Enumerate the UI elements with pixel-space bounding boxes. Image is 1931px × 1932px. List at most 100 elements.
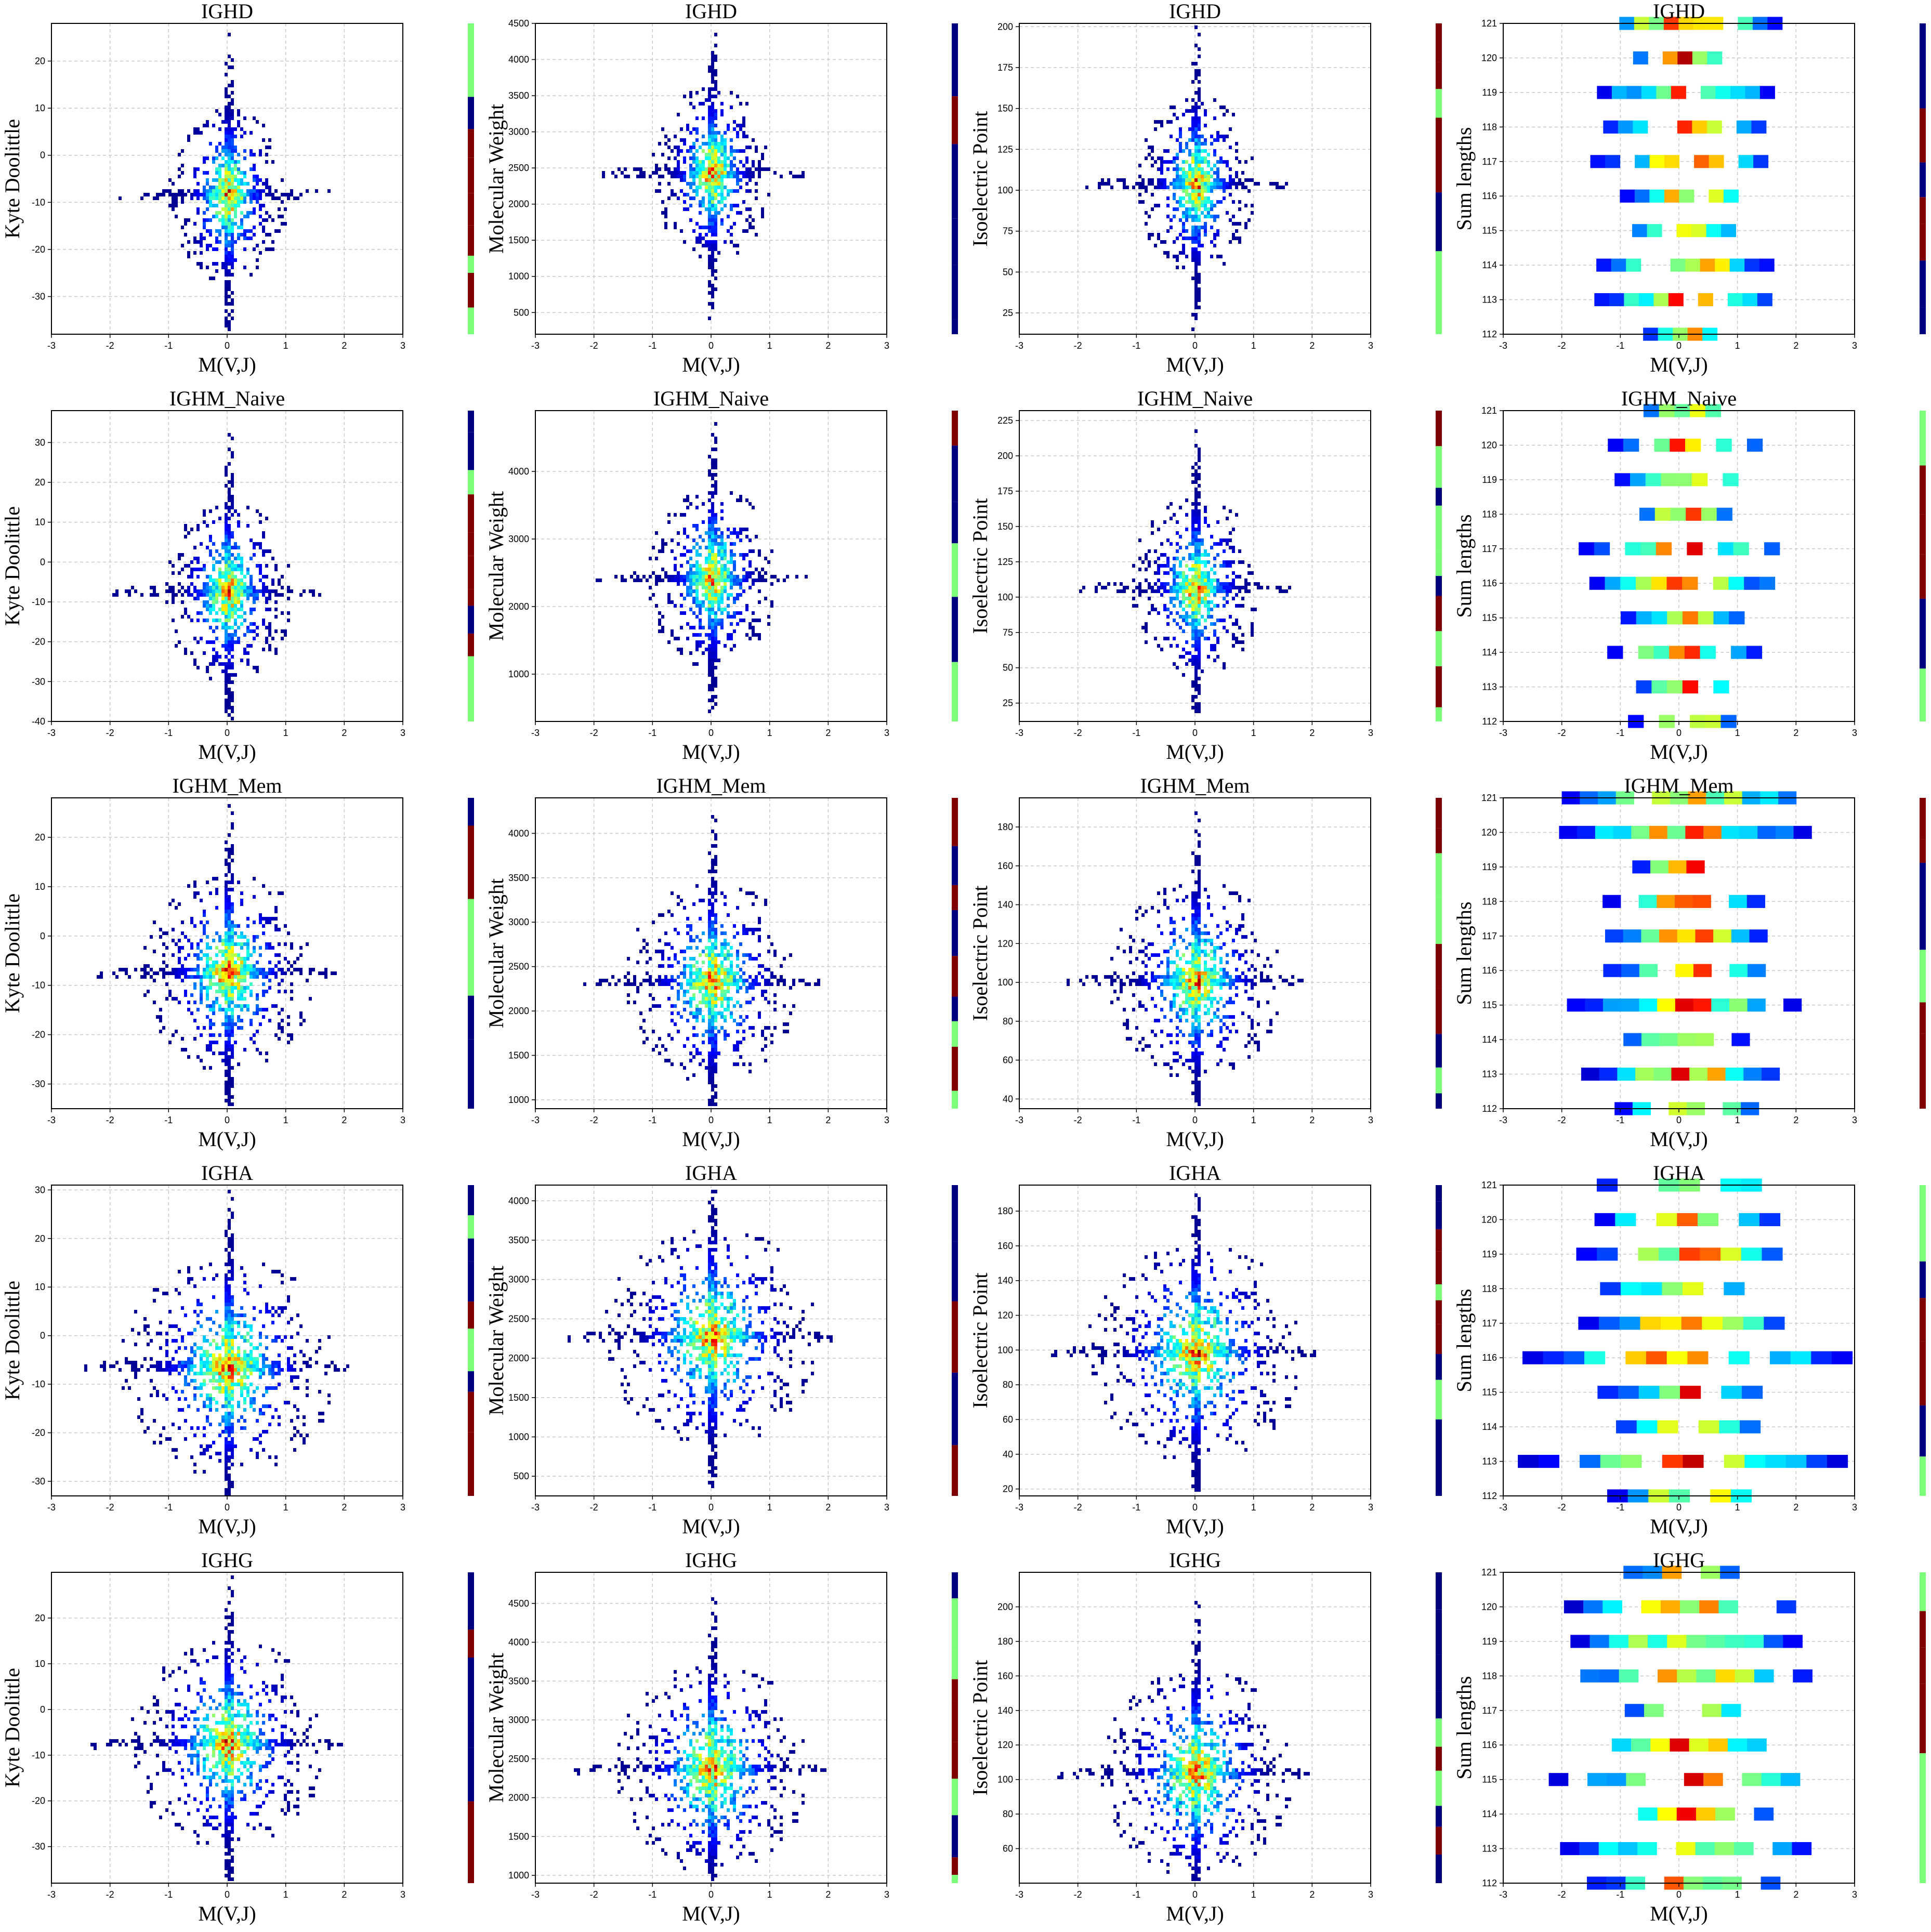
heatmap-cell: [228, 113, 231, 116]
heatmap-cell: [1176, 182, 1179, 186]
heatmap-cell: [178, 189, 181, 193]
heatmap-cell: [714, 229, 717, 233]
y-tick-label: 10: [35, 103, 45, 113]
heatmap-cell: [1170, 182, 1173, 186]
heatmap-cell: [228, 84, 231, 87]
heatmap-cell: [671, 149, 674, 153]
heatmap-cell: [228, 273, 231, 277]
heatmap-cell: [736, 178, 739, 182]
heatmap-cell: [1179, 251, 1182, 255]
heatmap-cell: [661, 211, 664, 215]
heatmap-cell: [720, 113, 724, 116]
heatmap-cell: [209, 509, 212, 513]
heatmap-cell: [243, 149, 246, 153]
heatmap-cell: [1160, 167, 1163, 171]
heatmap-cell: [683, 200, 686, 204]
heatmap-cell: [720, 138, 724, 142]
heatmap-cell: [234, 582, 237, 586]
heatmap-cell: [253, 193, 256, 196]
heatmap-cell: [228, 302, 231, 306]
heatmap-cell: [1216, 200, 1219, 204]
heatmap-cell: [225, 186, 228, 189]
heatmap-cell: [1182, 175, 1185, 178]
heatmap-cell: [699, 164, 702, 167]
heatmap-cell: [755, 196, 758, 200]
heatmap-cell: [265, 640, 268, 644]
heatmap-cell: [1141, 200, 1145, 204]
heatmap-cell: [203, 651, 206, 655]
heatmap-cell: [228, 295, 231, 298]
y-tick-label: 50: [1003, 267, 1013, 277]
heatmap-cell: [1745, 86, 1760, 99]
heatmap-cell: [1170, 135, 1173, 138]
heatmap-cell: [720, 135, 724, 138]
heatmap-cell: [1235, 236, 1238, 240]
heatmap-cell: [1179, 167, 1182, 171]
heatmap-cell: [714, 215, 717, 218]
heatmap-cell: [246, 659, 249, 662]
heatmap-cell: [1148, 182, 1151, 186]
heatmap-cell: [1188, 167, 1191, 171]
colorbar-segment: [1436, 117, 1442, 192]
heatmap-cell: [683, 175, 686, 178]
heatmap-cell: [1198, 95, 1201, 98]
heatmap-cell: [1194, 218, 1198, 222]
heatmap-cell: [1204, 222, 1207, 226]
heatmap-cell: [203, 509, 206, 513]
heatmap-cell: [664, 222, 667, 226]
heatmap-cell: [711, 240, 714, 244]
heatmap-cell: [624, 175, 627, 178]
heatmap-cell: [1157, 120, 1160, 124]
heatmap-cell: [642, 171, 646, 175]
heatmap-cell: [162, 193, 165, 196]
y-tick-label: 150: [997, 103, 1013, 114]
heatmap-cell: [692, 196, 695, 200]
heatmap-cell: [237, 204, 240, 207]
heatmap-cell: [181, 200, 184, 204]
heatmap-cell: [168, 204, 172, 207]
heatmap-cell: [265, 178, 268, 182]
heatmap-cell: [1185, 193, 1188, 196]
heatmap-cell: [1223, 160, 1226, 164]
heatmap-cell: [246, 189, 249, 193]
heatmap-cell: [1160, 164, 1163, 167]
heatmap-cell: [225, 193, 228, 196]
y-tick-label: 0: [40, 150, 45, 161]
heatmap-cell: [268, 233, 271, 236]
heatmap-cell: [699, 146, 702, 149]
heatmap-cell: [1639, 293, 1654, 306]
heatmap-cell: [711, 262, 714, 266]
heatmap-cell: [1185, 186, 1188, 189]
heatmap-cell: [209, 186, 212, 189]
heatmap-cell: [1173, 106, 1176, 109]
heatmap-cell: [1198, 215, 1201, 218]
heatmap-cell: [1191, 255, 1194, 258]
heatmap-cell: [736, 204, 739, 207]
heatmap-cell: [1191, 215, 1194, 218]
heatmap-cell: [742, 171, 745, 175]
heatmap-cell: [1170, 106, 1173, 109]
heatmap-cell: [1194, 200, 1198, 204]
heatmap-cell: [1204, 113, 1207, 116]
heatmap-cell: [231, 186, 234, 189]
heatmap-cell: [1677, 121, 1692, 134]
heatmap-cell: [253, 116, 256, 120]
heatmap-cell: [736, 211, 739, 215]
heatmap-cell: [215, 240, 218, 244]
heatmap-cell: [708, 244, 711, 247]
x-tick-label: -1: [1132, 340, 1140, 351]
heatmap-cell: [246, 182, 249, 186]
heatmap-cell: [249, 149, 253, 153]
heatmap-cell: [1185, 236, 1188, 240]
heatmap-cell: [196, 560, 200, 564]
heatmap-cell: [253, 597, 256, 600]
heatmap-cell: [689, 95, 692, 98]
heatmap-cell: [1191, 229, 1194, 233]
heatmap-cell: [234, 135, 237, 138]
heatmap-cell: [193, 171, 196, 175]
heatmap-cell: [1653, 293, 1669, 306]
heatmap-cell: [1160, 124, 1163, 127]
y-tick-label: 100: [997, 185, 1013, 195]
heatmap-cell: [1216, 215, 1219, 218]
heatmap-cell: [711, 116, 714, 120]
